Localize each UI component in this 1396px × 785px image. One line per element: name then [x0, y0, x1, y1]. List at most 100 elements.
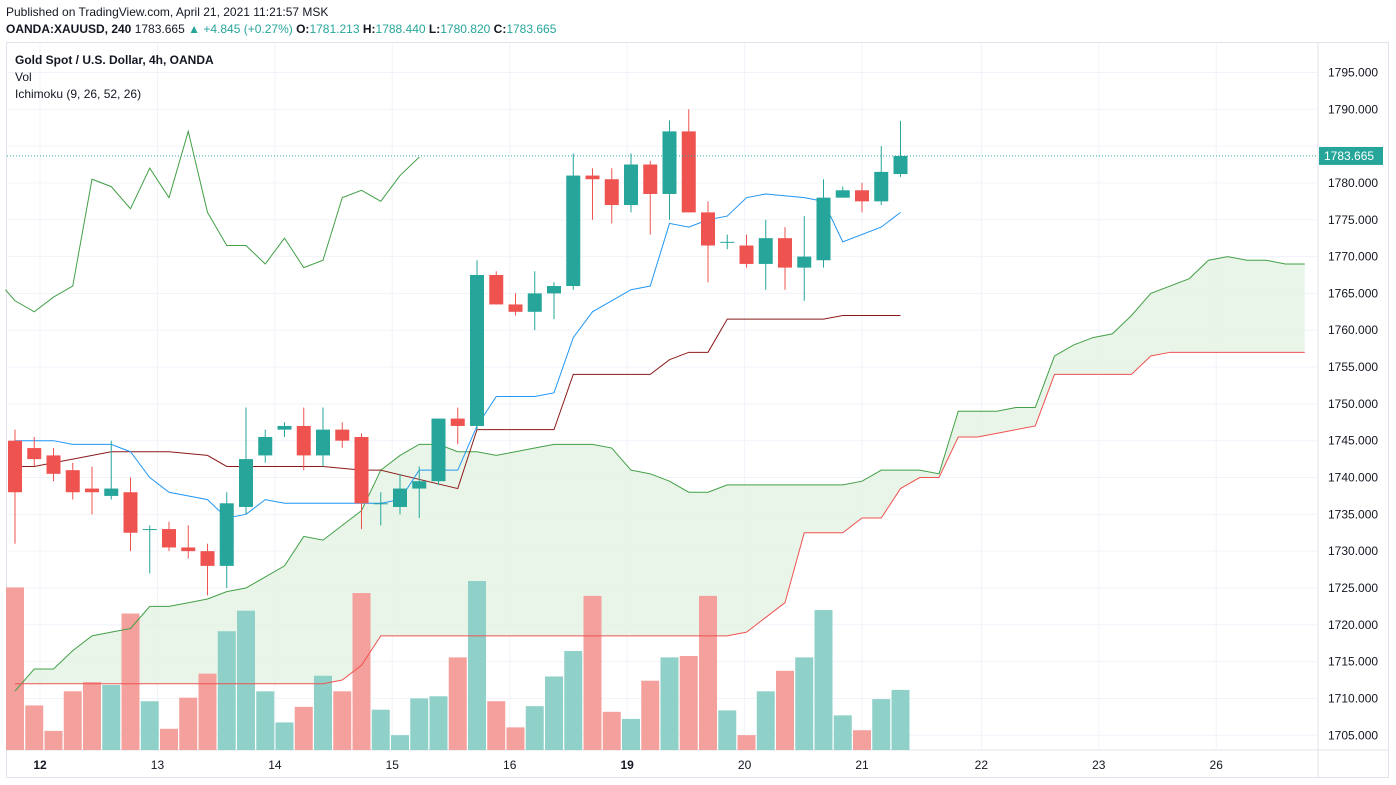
open-label: O: — [296, 22, 310, 36]
y-tick-label: 1705.000 — [1328, 728, 1378, 742]
volume-bar — [25, 705, 44, 750]
candle-body — [219, 503, 234, 566]
candle-body — [296, 425, 311, 456]
volume-bar — [410, 698, 429, 750]
candle-body — [585, 175, 600, 180]
candle-body — [142, 529, 157, 531]
volume-bar — [140, 701, 159, 750]
x-tick-label: 12 — [33, 758, 47, 772]
volume-bar — [525, 706, 544, 750]
candle-body — [604, 179, 619, 206]
candle-body — [450, 418, 465, 426]
candle-body — [816, 197, 831, 261]
candle-body — [527, 293, 542, 312]
symbol-info-bar: OANDA:XAUUSD, 240 1783.665 ▲ +4.845 (+0.… — [6, 22, 556, 36]
volume-bar — [121, 613, 140, 750]
volume-bar — [506, 727, 525, 750]
candle-body — [547, 286, 561, 294]
volume-bar — [853, 730, 871, 750]
y-tick-label: 1790.000 — [1328, 102, 1378, 116]
x-tick-label: 23 — [1092, 758, 1106, 772]
candle-body — [701, 212, 715, 246]
volume-bar — [622, 718, 640, 750]
volume-bar — [371, 709, 390, 750]
candle-body — [874, 171, 889, 202]
volume-bar — [833, 715, 852, 750]
y-tick-label: 1775.000 — [1328, 213, 1378, 227]
candles — [8, 109, 908, 596]
volume-bar — [814, 610, 833, 750]
volume-bar — [602, 711, 621, 750]
x-tick-label: 20 — [738, 758, 752, 772]
volume-bar — [83, 682, 101, 750]
volume-bar — [294, 706, 313, 750]
candle-body — [489, 274, 504, 305]
volume-bar — [487, 701, 506, 750]
y-tick-label: 1795.000 — [1328, 65, 1378, 79]
volume-bar — [198, 673, 217, 750]
volume-bar — [237, 610, 255, 750]
x-tick-label: 15 — [386, 758, 400, 772]
volume-bar — [63, 691, 82, 750]
volume-bar — [217, 631, 236, 750]
volume-bar — [429, 696, 448, 750]
volume-bar — [795, 657, 814, 750]
change-up-icon: ▲ — [188, 22, 200, 36]
candle-body — [855, 190, 869, 202]
last-price-tag — [1319, 146, 1383, 165]
volume-bar — [333, 691, 352, 750]
candle-body — [354, 437, 369, 504]
candle-body — [758, 238, 773, 264]
volume-bar — [391, 735, 409, 750]
candle-body — [662, 131, 677, 194]
candle-body — [65, 470, 80, 493]
candle-body — [239, 459, 253, 507]
volume-bar — [256, 691, 275, 750]
candle-body — [123, 492, 138, 533]
y-tick-label: 1710.000 — [1328, 691, 1378, 705]
y-tick-label: 1765.000 — [1328, 286, 1378, 300]
candle-body — [797, 256, 812, 268]
close-label: C: — [493, 22, 507, 36]
chart-frame[interactable] — [6, 42, 1389, 778]
candle-body — [8, 440, 22, 493]
candle-body — [720, 241, 735, 243]
candle-body — [566, 175, 581, 287]
x-tick-label: 26 — [1210, 758, 1224, 772]
low-label: L: — [428, 22, 441, 36]
candle-body — [258, 437, 273, 456]
high-label: H: — [362, 22, 376, 36]
candle-body — [85, 488, 99, 493]
ichimoku-legend[interactable]: Ichimoku (9, 26, 52, 26) — [15, 87, 142, 101]
candle-body — [508, 304, 523, 312]
y-tick-label: 1725.000 — [1328, 581, 1378, 595]
candle-body — [46, 455, 61, 474]
x-tick-label: 19 — [620, 758, 634, 772]
chart-title[interactable]: Gold Spot / U.S. Dollar, 4h, OANDA — [15, 53, 214, 67]
candle-body — [624, 164, 638, 206]
candle-body — [200, 551, 215, 566]
candle-body — [778, 238, 792, 268]
ichimoku-cloud — [15, 256, 1305, 692]
volume-bar — [583, 595, 602, 750]
volume-bar — [756, 691, 775, 750]
volume-bar — [448, 657, 467, 750]
volume-bar — [699, 595, 717, 750]
volume-bar — [679, 655, 698, 750]
y-tick-label: 1745.000 — [1328, 434, 1378, 448]
symbol-name[interactable]: OANDA:XAUUSD, 240 — [6, 22, 132, 36]
volume-legend[interactable]: Vol — [15, 70, 32, 84]
volume-bar — [102, 684, 121, 750]
x-tick-label: 21 — [855, 758, 869, 772]
candle-body — [104, 488, 119, 496]
y-tick-label: 1760.000 — [1328, 323, 1378, 337]
y-tick-label: 1720.000 — [1328, 618, 1378, 632]
volume-bar — [468, 581, 486, 750]
volume-bar — [641, 680, 660, 750]
last-price: 1783.665 — [134, 22, 185, 36]
y-tick-label: 1750.000 — [1328, 397, 1378, 411]
last-price-label: 1783.665 — [1324, 149, 1374, 163]
high-value: 1788.440 — [375, 22, 426, 36]
y-tick-label: 1740.000 — [1328, 471, 1378, 485]
